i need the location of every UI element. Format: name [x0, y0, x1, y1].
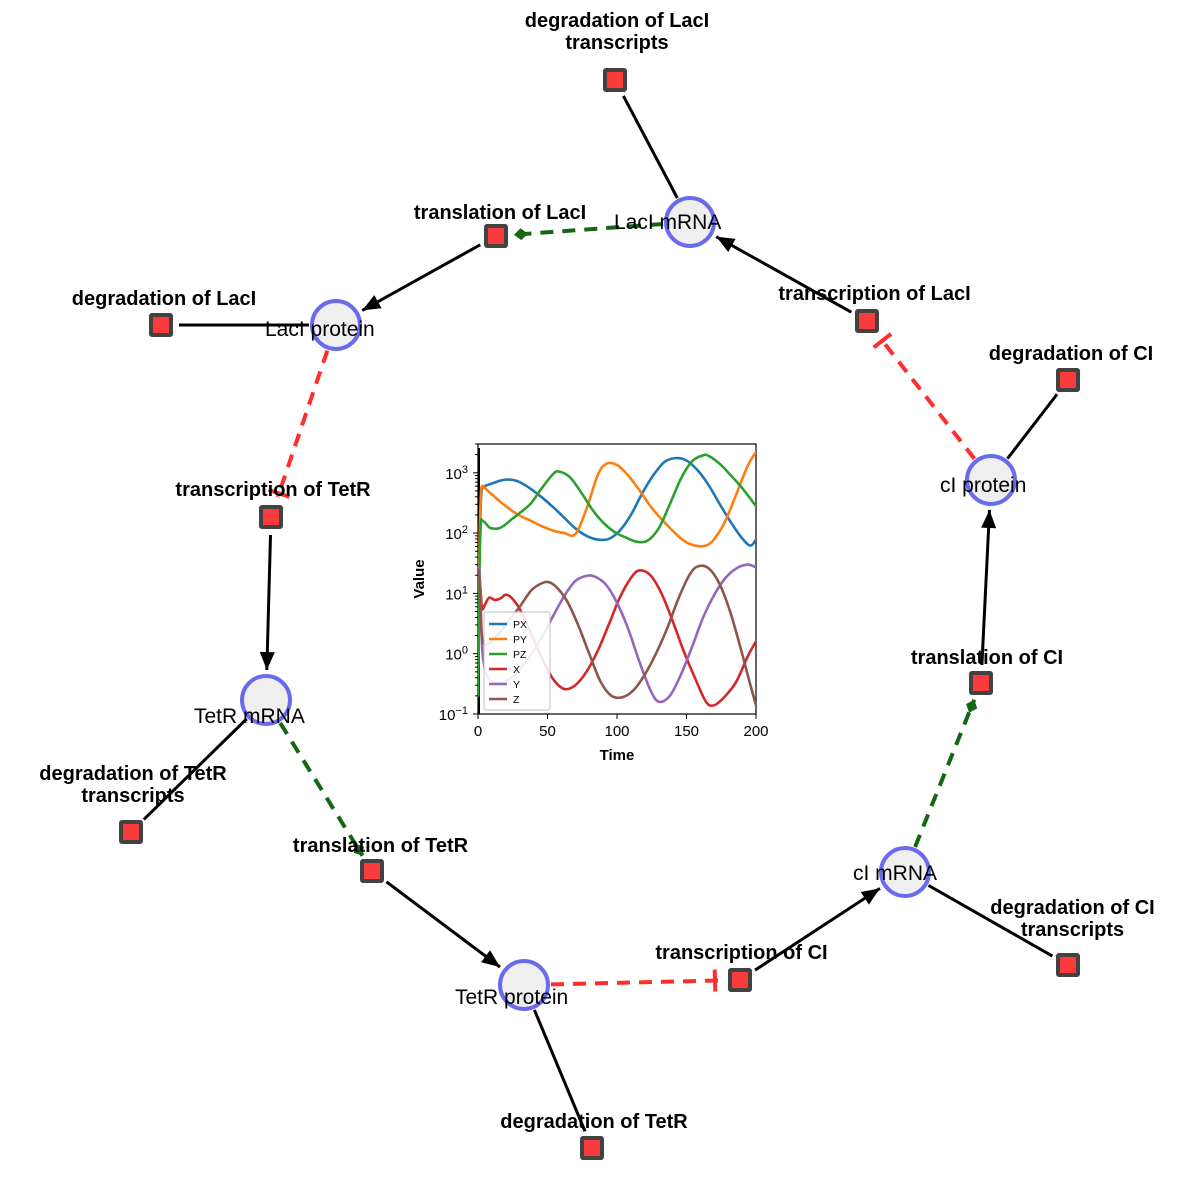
reaction-node-deg-cI-tx[interactable]	[1056, 953, 1080, 977]
y-axis-label: Value	[411, 559, 428, 598]
species-label-lacI-prot: LacI protein	[265, 318, 375, 341]
reaction-node-deg-tetR[interactable]	[580, 1136, 604, 1160]
series-line-PZ	[478, 453, 756, 698]
edge-tetR-prot-to-deg-tetR	[533, 1009, 587, 1132]
series-line-X	[478, 568, 756, 708]
edge-transcr-tetR-to-tetR-mrna	[259, 534, 275, 671]
species-node-cI-mrna[interactable]	[879, 846, 931, 898]
edge-tetR-mrna-to-transl-tetR	[278, 721, 365, 857]
edge-tetR-prot-to-transcr-cI	[550, 969, 720, 992]
edge-cI-prot-to-transcr-lacI	[872, 332, 976, 460]
species-node-tetR-mrna[interactable]	[240, 674, 292, 726]
reaction-node-transl-lacI[interactable]	[484, 224, 508, 248]
species-label-tetR-mrna: TetR mRNA	[194, 705, 305, 728]
species-label-cI-mrna: cI mRNA	[853, 862, 937, 885]
x-axis-label: Time	[600, 747, 635, 764]
reaction-node-deg-lacI[interactable]	[149, 313, 173, 337]
reaction-node-deg-tetR-tx[interactable]	[119, 820, 143, 844]
reaction-label-transl-lacI: translation of LacI	[413, 202, 587, 224]
reaction-label-transl-tetR: translation of TetR	[292, 835, 469, 857]
edge-transl-tetR-to-tetR-prot	[385, 880, 501, 969]
legend-label-PZ: PZ	[513, 649, 527, 661]
edge-cI-mrna-to-deg-cI-tx	[927, 884, 1054, 958]
reaction-node-transcr-lacI[interactable]	[855, 309, 879, 333]
x-tick-label: 200	[743, 723, 768, 740]
legend-label-PY: PY	[513, 634, 527, 646]
edge-transcr-cI-to-cI-mrna	[754, 887, 881, 972]
reaction-label-transcr-cI: transcription of CI	[655, 942, 828, 964]
edge-deg-lacI-tx-to-lacI-mrna	[622, 95, 679, 199]
species-node-tetR-prot[interactable]	[498, 959, 550, 1011]
reaction-node-transcr-tetR[interactable]	[259, 505, 283, 529]
legend-label-Y: Y	[513, 679, 520, 691]
x-tick-label: 100	[604, 723, 629, 740]
species-node-lacI-prot[interactable]	[310, 299, 362, 351]
series-line-PX	[478, 456, 756, 698]
reaction-label-deg-tetR: degradation of TetR	[500, 1111, 688, 1133]
x-tick-label: 50	[539, 723, 556, 740]
timecourse-inset-chart: 10−1 100 101 102 103 0 50 100 150 200 Time Value PX P…	[404, 430, 774, 770]
edge-cI-mrna-to-transl-cI	[913, 698, 978, 848]
species-label-tetR-prot: TetR protein	[455, 986, 569, 1009]
reaction-label-deg-tetR-tx: degradation of TetR transcripts	[39, 763, 227, 808]
edge-transcr-lacI-to-lacI-mrna	[715, 235, 853, 314]
edge-lacI-mrna-to-transl-lacI	[513, 221, 664, 241]
reaction-label-transcr-lacI: transcription of LacI	[778, 283, 971, 305]
species-label-cI-prot: cI protein	[940, 474, 1027, 497]
series-line-PY	[478, 450, 756, 698]
reaction-node-transcr-cI[interactable]	[728, 968, 752, 992]
reaction-label-deg-cI-tx: degradation of CI transcripts	[990, 897, 1155, 942]
edge-transl-lacI-to-lacI-prot	[361, 243, 481, 312]
edge-lacI-prot-to-transcr-tetR	[267, 349, 330, 499]
legend-label-Z: Z	[513, 694, 520, 706]
edge-transl-cI-to-cI-prot	[980, 509, 997, 666]
reaction-label-transl-cI: translation of CI	[910, 647, 1064, 669]
legend-label-X: X	[513, 664, 520, 676]
species-node-cI-prot[interactable]	[965, 454, 1017, 506]
reaction-node-deg-cI[interactable]	[1056, 368, 1080, 392]
edge-tetR-mrna-to-deg-tetR-tx	[142, 717, 248, 821]
reaction-label-transcr-tetR: transcription of TetR	[175, 479, 371, 501]
species-label-lacI-mrna: LacI mRNA	[614, 211, 722, 234]
x-tick-label: 150	[674, 723, 699, 740]
reaction-label-deg-cI: degradation of CI	[988, 343, 1154, 365]
reaction-node-transl-cI[interactable]	[969, 671, 993, 695]
reaction-node-deg-lacI-tx[interactable]	[603, 68, 627, 92]
species-node-lacI-mrna[interactable]	[664, 196, 716, 248]
x-tick-label: 0	[474, 723, 482, 740]
reaction-label-deg-lacI-tx: degradation of LacI transcripts	[524, 10, 710, 55]
reaction-label-deg-lacI: degradation of LacI	[71, 288, 257, 310]
reaction-node-transl-tetR[interactable]	[360, 859, 384, 883]
legend-label-PX: PX	[513, 619, 527, 631]
edge-deg-cI-to-cI-prot	[1006, 393, 1059, 460]
chart-legend: PX PY PZ XYZ	[483, 611, 551, 711]
